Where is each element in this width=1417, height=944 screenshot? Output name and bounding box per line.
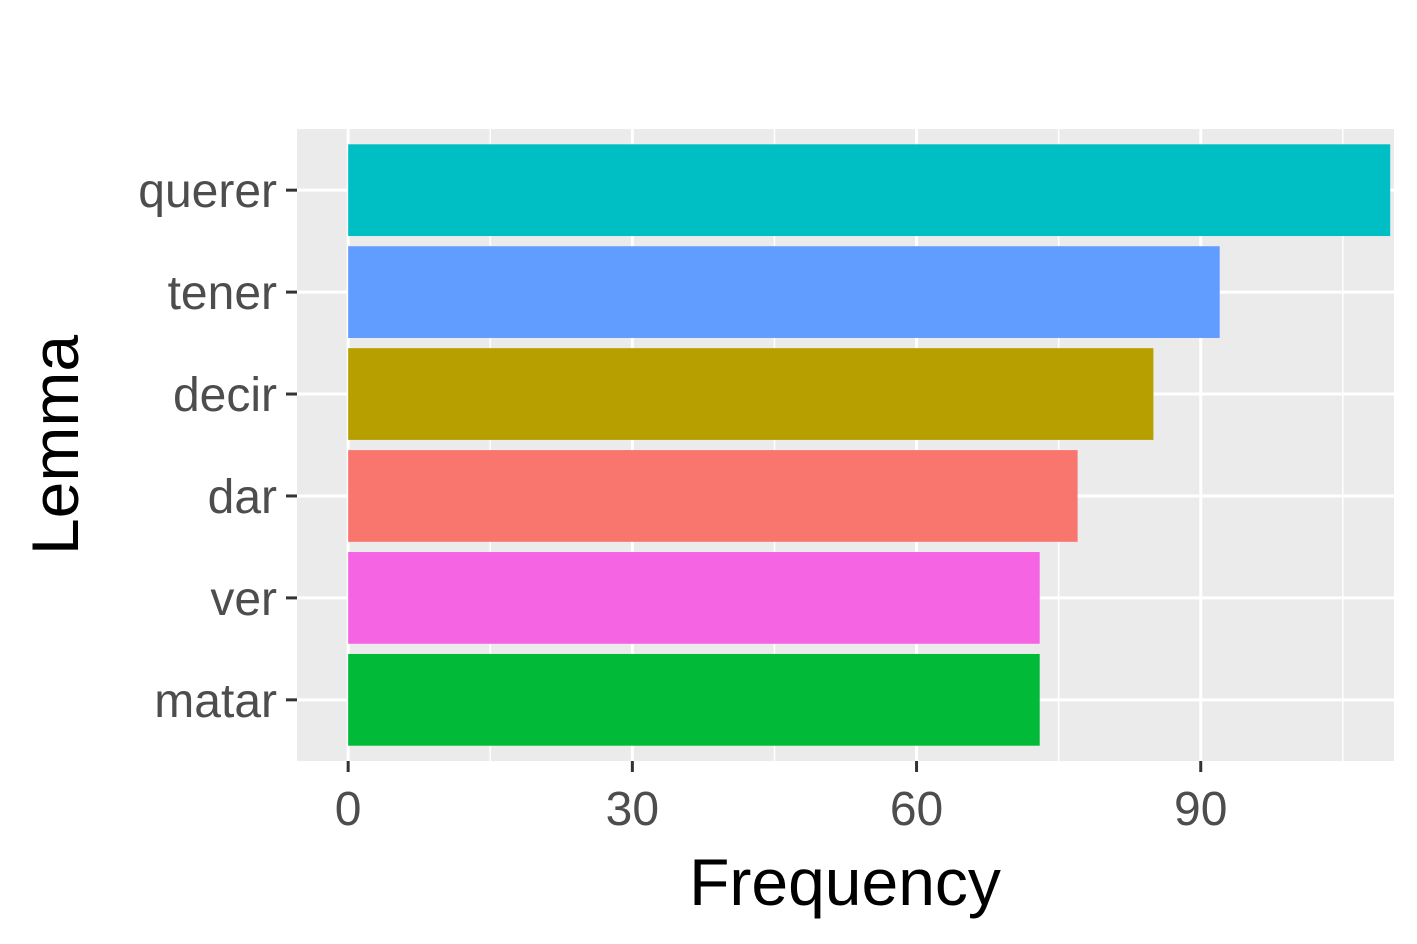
bar-tener <box>348 246 1220 338</box>
x-axis-title: Frequency <box>689 845 1001 919</box>
x-tick-label: 90 <box>1174 783 1227 836</box>
bar-dar <box>348 450 1078 542</box>
y-axis-title: Lemma <box>18 335 92 555</box>
y-tick-label: dar <box>208 471 277 524</box>
y-axis: querer tener decir dar ver matar <box>138 165 297 728</box>
y-tick-label: tener <box>168 267 277 320</box>
bar-ver <box>348 552 1040 644</box>
y-tick-label: decir <box>173 369 277 422</box>
x-tick-label: 30 <box>606 783 659 836</box>
bar-decir <box>348 348 1154 440</box>
x-tick-label: 0 <box>335 783 362 836</box>
x-tick-label: 60 <box>890 783 943 836</box>
y-tick-label: ver <box>210 573 277 626</box>
x-axis: 0 30 60 90 <box>335 761 1227 836</box>
y-tick-label: matar <box>154 675 277 728</box>
bar-matar <box>348 653 1040 746</box>
y-tick-label: querer <box>138 165 277 218</box>
bars <box>348 144 1391 746</box>
bar-querer <box>348 144 1391 237</box>
